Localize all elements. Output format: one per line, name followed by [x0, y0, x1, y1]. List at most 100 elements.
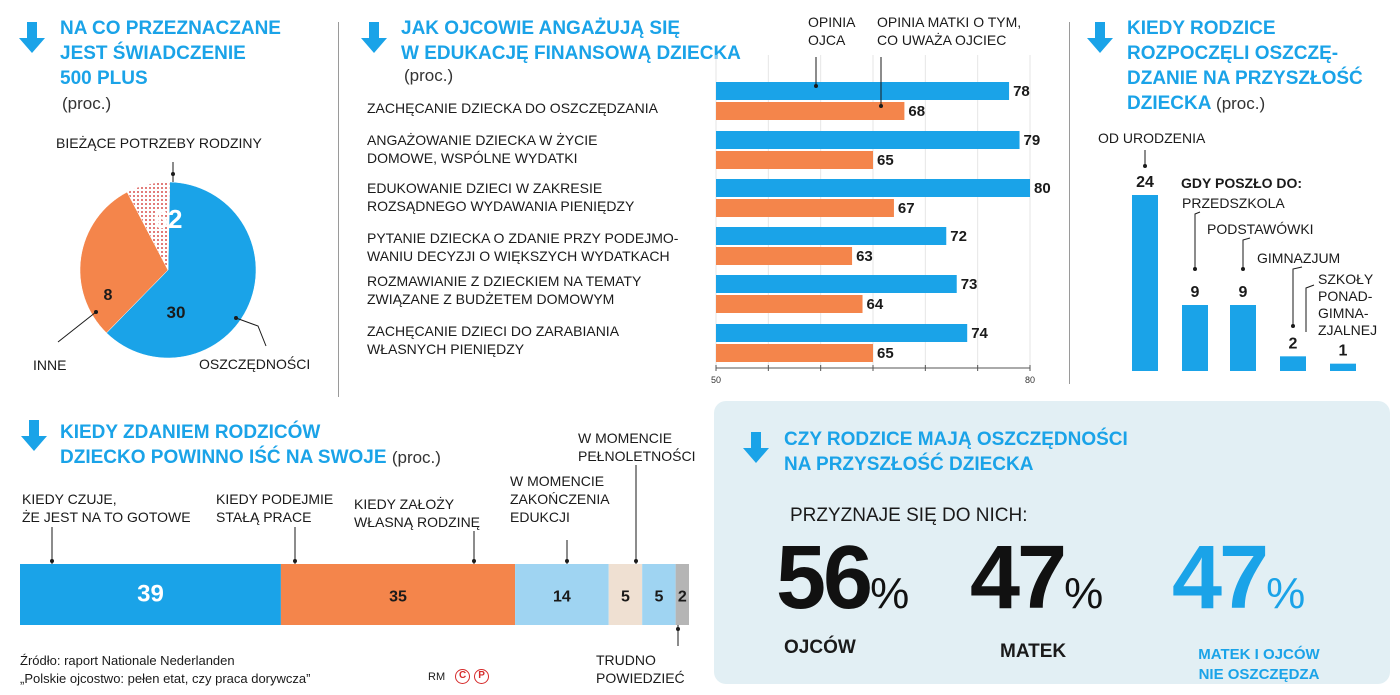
stack-category-label: WŁASNĄ RODZINĘ	[354, 514, 480, 530]
stack-title-last: DZIECKO POWINNO IŚĆ NA SWOJE	[60, 447, 387, 468]
down-arrow-icon	[361, 22, 387, 53]
stack-value-label: 35	[389, 589, 407, 606]
legend-father-line: OPINIA	[808, 14, 856, 30]
pie-slice-other	[126, 181, 171, 271]
leader-dot	[634, 559, 638, 563]
leader-line	[1292, 266, 1303, 326]
vbar-category-label: PRZEDSZKOLA	[1182, 195, 1285, 211]
bar-value-label: 73	[961, 276, 978, 293]
savings-title-line: CZY RODZICE MAJĄ OSZCZĘDNOŚCI	[784, 429, 1128, 450]
x-tick-label: 50	[711, 375, 721, 385]
stack-title: KIEDY ZDANIEM RODZICÓW DZIECKO POWINNO I…	[60, 420, 441, 470]
leader-dot	[472, 559, 476, 563]
pie-title: NA CO PRZEZNACZANE JEST ŚWIADCZENIE 500 …	[60, 16, 281, 91]
stat-value-row: 47%	[970, 533, 1150, 639]
stat-label: MATEK	[1000, 641, 1067, 662]
stat-value: 47	[1172, 528, 1269, 628]
stat-mothers: 47% MATEK	[970, 533, 1150, 663]
bar-value-label: 72	[950, 228, 967, 245]
stat-nonsavers: 47% MATEK I OJCÓW NIE OSZCZĘDZA	[1172, 533, 1372, 685]
leader-dot	[1193, 267, 1197, 271]
down-arrow-icon	[1087, 22, 1113, 53]
x-tick-label: 80	[1025, 375, 1035, 385]
stack-category-label: POWIEDZIEĆ	[596, 670, 685, 686]
vbars-title-line: KIEDY RODZICE	[1127, 18, 1276, 39]
leader-dot	[171, 172, 175, 176]
stat-percent: %	[1064, 569, 1103, 618]
bar-value-label: 78	[1013, 83, 1030, 100]
hbar-category-line: WŁASNYCH PIENIĘDZY	[367, 341, 525, 357]
vbar-value-label: 9	[1239, 284, 1248, 301]
hbar-chart: 50 80 78 79 80 72 73 74 68 65 67 63 64 65	[711, 55, 1051, 385]
leader-dot	[565, 559, 569, 563]
stack-category-label: KIEDY PODEJMIE	[216, 491, 333, 507]
down-arrow-icon	[743, 432, 769, 463]
bar-value-label: 67	[898, 200, 915, 217]
bar-value-label: 79	[1024, 132, 1041, 149]
vbar	[1132, 195, 1158, 371]
vbar-value-label: 24	[1136, 174, 1154, 191]
leader-dot	[1241, 267, 1245, 271]
bar-mother	[716, 151, 873, 169]
legend-mother: OPINIA MATKI O TYM, CO UWAŻA OJCIEC	[877, 13, 1021, 49]
pie-title-line: 500 PLUS	[60, 68, 148, 89]
stack-category-label: W MOMENCIE	[510, 473, 604, 489]
vbar-chart: 24 9 9 2 1 OD URODZENIA PRZEDSZKOLA PODSTAWÓWKI…	[1098, 130, 1377, 371]
stack-value-label: 14	[553, 589, 571, 606]
hbar-category-line: ANGAŻOWANIE DZIECKA W ŻYCIE	[367, 132, 598, 148]
down-arrow-icon	[21, 420, 47, 451]
stack-unit: (proc.)	[391, 448, 441, 467]
legend-dot	[814, 84, 818, 88]
bar-mother	[716, 295, 863, 313]
bar-value-label: 65	[877, 152, 894, 169]
stack-segment	[20, 564, 281, 625]
stack-value-label: 2	[678, 589, 687, 606]
savings-intro: PRZYZNAJE SIĘ DO NICH:	[790, 505, 1028, 526]
hbar-category-line: EDUKOWANIE DZIECI W ZAKRESIE	[367, 180, 603, 196]
stack-segment	[280, 564, 516, 625]
vbar-value-label: 2	[1289, 335, 1298, 352]
pie-slice-savings	[79, 191, 169, 334]
stack-category-label: KIEDY ZAŁOŻY	[354, 495, 455, 512]
stack-title-line: KIEDY ZDANIEM RODZICÓW	[60, 422, 321, 443]
bar-mother	[716, 247, 853, 265]
stat-value-row: 56%	[776, 533, 956, 639]
pie-title-line: JEST ŚWIADCZENIE	[60, 43, 246, 64]
leader-dot	[676, 627, 680, 631]
bar-mother	[716, 199, 894, 217]
vbars-title-line: DZIECKA (proc.)	[1127, 91, 1363, 116]
vbar-category-label: OD URODZENIA	[1098, 130, 1206, 146]
stat-label-line: MATEK I OJCÓW	[1198, 646, 1320, 663]
hbar-category-line: ROZSĄDNEGO WYDAWANIA PIENIĘDZY	[367, 198, 635, 214]
stack-category-label: ŻE JEST NA TO GOTOWE	[22, 508, 191, 525]
pie-value-label: 30	[167, 303, 186, 322]
bar-father	[716, 131, 1020, 149]
credit-text: RM	[428, 670, 446, 683]
stack-title-line: DZIECKO POWINNO IŚĆ NA SWOJE (proc.)	[60, 445, 441, 470]
bar-mother	[716, 344, 873, 362]
divider-2	[1069, 22, 1070, 384]
leader-line	[1305, 284, 1315, 332]
vbar-value-label: 1	[1339, 343, 1348, 360]
pie-value-label: 8	[104, 287, 113, 304]
stack-segment	[675, 564, 689, 625]
legend-father-line: OJCA	[808, 32, 846, 48]
pie-title-line: NA CO PRZEZNACZANE	[60, 18, 281, 39]
vbars-title-last: DZIECKA	[1127, 93, 1211, 114]
hbar-category-label: ANGAŻOWANIE DZIECKA W ŻYCIE DOMOWE, WSPÓL…	[367, 131, 598, 167]
vbar-value-label: 9	[1191, 284, 1200, 301]
stat-label: MATEK I OJCÓW NIE OSZCZĘDZA	[1184, 645, 1334, 685]
leader-dot	[50, 559, 54, 563]
pie-label-needs: BIEŻĄCE POTRZEBY RODZINY	[56, 135, 262, 151]
down-arrow-icon	[19, 22, 45, 53]
stack-category-label: PEŁNOLETNOŚCI	[578, 447, 695, 464]
leader-dot	[293, 559, 297, 563]
bars-title-line: JAK OJCOWIE ANGAŻUJĄ SIĘ	[401, 18, 681, 39]
hbar-category-label: ZACHĘCANIE DZIECKA DO OSZCZĘDZANIA	[367, 99, 658, 117]
hbar-category-label: EDUKOWANIE DZIECI W ZAKRESIE ROZSĄDNEGO W…	[367, 179, 634, 215]
vbar	[1280, 356, 1306, 371]
vbars-group-label: GDY POSZŁO DO:	[1181, 175, 1303, 191]
hbar-category-line: ZACHĘCANIE DZIECKA DO OSZCZĘDZANIA	[367, 100, 658, 116]
bar-father	[716, 179, 1030, 197]
bar-father	[716, 227, 947, 245]
